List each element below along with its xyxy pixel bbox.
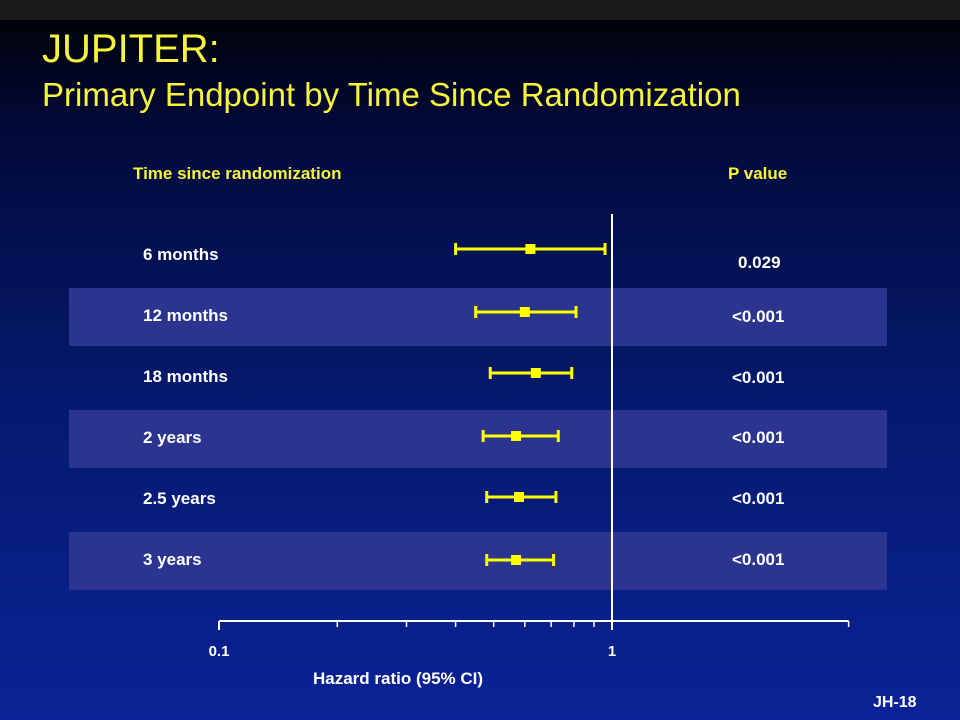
- hr-marker: [514, 492, 525, 502]
- p-value: <0.001: [732, 428, 785, 447]
- p-value: 0.029: [738, 253, 781, 272]
- x-axis-label: Hazard ratio (95% CI): [313, 669, 484, 688]
- slide-title: JUPITER:: [42, 27, 220, 71]
- hr-marker: [525, 244, 536, 254]
- row-label: 12 months: [143, 306, 229, 325]
- p-value: <0.001: [732, 307, 785, 326]
- x-tick-label: 0.1: [209, 643, 230, 660]
- column-header-p-value: P value: [728, 164, 788, 183]
- slide-subtitle: Primary Endpoint by Time Since Randomiza…: [42, 76, 741, 113]
- row-band-3-years: [69, 532, 887, 590]
- hr-marker: [511, 555, 522, 565]
- row-label: 18 months: [143, 367, 229, 386]
- row-label: 3 years: [143, 550, 202, 569]
- hr-marker: [530, 368, 541, 378]
- p-value: <0.001: [732, 550, 785, 569]
- top-bar: [0, 0, 960, 20]
- slide-id: JH-18: [873, 694, 917, 711]
- p-value: <0.001: [732, 489, 785, 508]
- hr-marker: [511, 431, 522, 441]
- hr-marker: [519, 307, 530, 317]
- x-tick-label: 1: [608, 643, 616, 660]
- row-band-2-years: [69, 410, 887, 468]
- row-band-12-months: [69, 288, 887, 346]
- row-label: 2 years: [143, 428, 202, 447]
- row-label: 6 months: [143, 245, 219, 264]
- column-header-time: Time since randomization: [133, 164, 342, 183]
- row-label: 2.5 years: [143, 489, 216, 508]
- p-value: <0.001: [732, 368, 785, 387]
